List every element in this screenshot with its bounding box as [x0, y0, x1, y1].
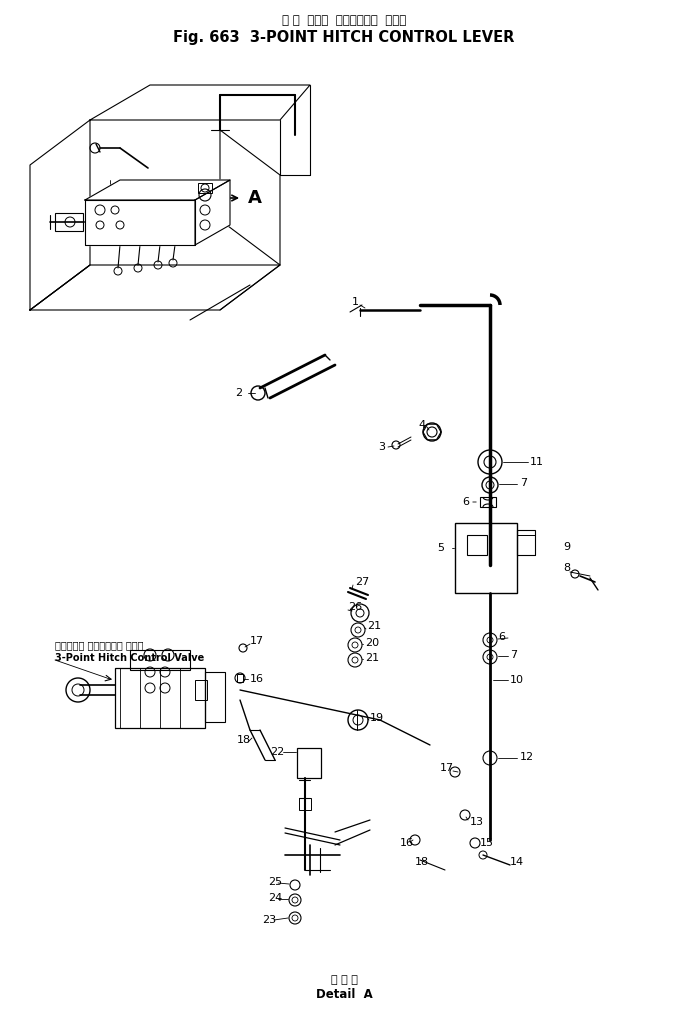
Text: A: A — [248, 189, 262, 207]
Text: 11: 11 — [530, 457, 544, 467]
Text: Ａ 部 詳: Ａ 部 詳 — [330, 975, 358, 985]
Text: 23: 23 — [262, 915, 276, 925]
Text: 12: 12 — [520, 752, 534, 762]
Polygon shape — [30, 265, 280, 310]
Text: 22: 22 — [270, 747, 284, 757]
Bar — [115, 668, 205, 728]
Text: 27: 27 — [355, 577, 369, 587]
Text: 3-Point Hitch Control Valve: 3-Point Hitch Control Valve — [55, 653, 204, 663]
Bar — [237, 674, 243, 682]
Text: 13: 13 — [470, 817, 484, 827]
Polygon shape — [195, 180, 230, 245]
Text: ３点ヒッチ コントロール バルブ: ３点ヒッチ コントロール バルブ — [55, 640, 144, 650]
Bar — [517, 530, 535, 555]
Text: 17: 17 — [440, 763, 454, 773]
Text: 20: 20 — [365, 638, 379, 648]
Polygon shape — [220, 130, 280, 265]
Bar — [480, 497, 496, 507]
Bar — [297, 748, 321, 778]
Text: 24: 24 — [268, 893, 282, 903]
Polygon shape — [85, 200, 195, 245]
Polygon shape — [85, 180, 230, 200]
Polygon shape — [90, 85, 310, 120]
Text: 8: 8 — [563, 563, 570, 573]
Bar — [195, 680, 207, 700]
Bar — [299, 798, 311, 810]
Text: Fig. 663  3-POINT HITCH CONTROL LEVER: Fig. 663 3-POINT HITCH CONTROL LEVER — [173, 30, 515, 45]
Text: 16: 16 — [400, 838, 414, 848]
Text: 2: 2 — [235, 388, 242, 399]
Text: 17: 17 — [250, 636, 264, 646]
Text: 4: 4 — [418, 420, 425, 430]
Text: 7: 7 — [520, 478, 527, 488]
Text: 26: 26 — [348, 602, 362, 612]
Text: 19: 19 — [370, 713, 384, 723]
Text: 18: 18 — [237, 735, 251, 745]
Bar — [455, 523, 517, 593]
Bar — [467, 535, 487, 555]
Bar — [55, 213, 83, 231]
Text: Detail  A: Detail A — [316, 988, 372, 1001]
Text: 21: 21 — [367, 621, 381, 631]
Polygon shape — [30, 120, 90, 310]
Text: 10: 10 — [510, 675, 524, 685]
Bar — [130, 650, 190, 670]
Text: 5: 5 — [437, 544, 444, 553]
Bar — [198, 183, 212, 193]
Text: 1: 1 — [352, 297, 359, 307]
Text: 7: 7 — [510, 650, 517, 660]
Text: 21: 21 — [365, 653, 379, 663]
Bar — [205, 672, 225, 722]
Text: 16: 16 — [250, 674, 264, 684]
Text: 14: 14 — [510, 857, 524, 867]
Text: ３ 点  ヒッチ  コントロール  レバー: ３ 点 ヒッチ コントロール レバー — [282, 14, 406, 27]
Text: 9: 9 — [563, 542, 570, 552]
Text: 25: 25 — [268, 877, 282, 887]
Text: 18: 18 — [415, 857, 429, 867]
Text: 6: 6 — [498, 632, 505, 642]
Text: 3: 3 — [378, 442, 385, 452]
Text: 6: 6 — [462, 497, 469, 507]
Text: 15: 15 — [480, 838, 494, 848]
